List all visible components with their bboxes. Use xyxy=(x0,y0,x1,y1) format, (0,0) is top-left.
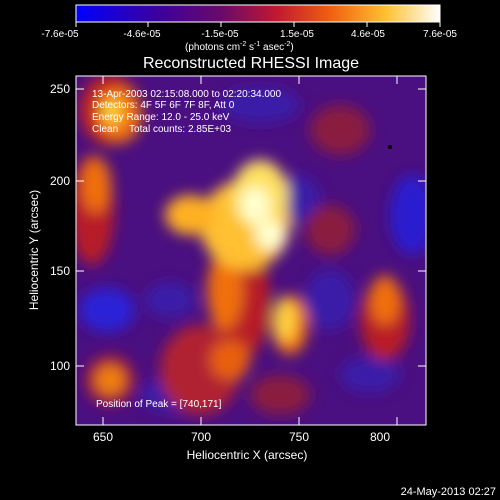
colorbar-tick-label-2: -4.6e-05 xyxy=(123,29,161,40)
colorbar-tick-label-3: -1.5e-05 xyxy=(201,29,239,40)
colorbar-gradient xyxy=(75,4,441,23)
colorbar-ticks xyxy=(75,22,441,27)
footer-timestamp: 24-May-2013 02:27 xyxy=(401,486,496,498)
image-title: Reconstructed RHESSI Image xyxy=(143,55,359,72)
colorbar-tick-label-5: 4.6e-05 xyxy=(351,29,385,40)
x-axis-ticks xyxy=(102,76,398,425)
rhessi-image xyxy=(76,76,426,425)
colorbar-tick-label-6: 7.6e-05 xyxy=(423,29,457,40)
x-tick-label-800: 800 xyxy=(370,430,390,444)
peak-marker xyxy=(388,145,392,149)
info-line-time: 13-Apr-2003 02:15:08.000 to 02:20:34.000 xyxy=(92,89,281,100)
y-tick-label-100: 100 xyxy=(50,359,70,373)
colorbar-units-label: (photons cm-2 s-1 asec-2) xyxy=(185,41,294,53)
info-overlay: 13-Apr-2003 02:15:08.000 to 02:20:34.000… xyxy=(92,89,281,410)
plot-frame xyxy=(75,75,427,426)
colorbar: -7.6e-05 -4.6e-05 -1.5e-05 1.5e-05 4.6e-… xyxy=(41,4,457,53)
y-tick-label-150: 150 xyxy=(50,264,70,278)
peak-position-label: Position of Peak = [740,171] xyxy=(96,399,222,410)
y-tick-label-200: 200 xyxy=(50,174,70,188)
y-axis-ticks xyxy=(76,88,426,367)
info-line-detectors: Detectors: 4F 5F 6F 7F 8F, Att 0 xyxy=(92,100,235,111)
info-line-counts: Clean Total counts: 2.85E+03 xyxy=(92,124,232,135)
x-tick-label-750: 750 xyxy=(289,430,309,444)
y-axis-label: Heliocentric Y (arcsec) xyxy=(27,190,41,310)
colorbar-tick-label-1: -7.6e-05 xyxy=(41,29,79,40)
y-tick-label-250: 250 xyxy=(50,82,70,96)
colorbar-tick-label-4: 1.5e-05 xyxy=(280,29,314,40)
info-line-energy: Energy Range: 12.0 - 25.0 keV xyxy=(92,112,230,123)
x-tick-label-700: 700 xyxy=(191,430,211,444)
x-tick-label-650: 650 xyxy=(93,430,113,444)
x-axis-label: Heliocentric X (arcsec) xyxy=(187,448,308,462)
